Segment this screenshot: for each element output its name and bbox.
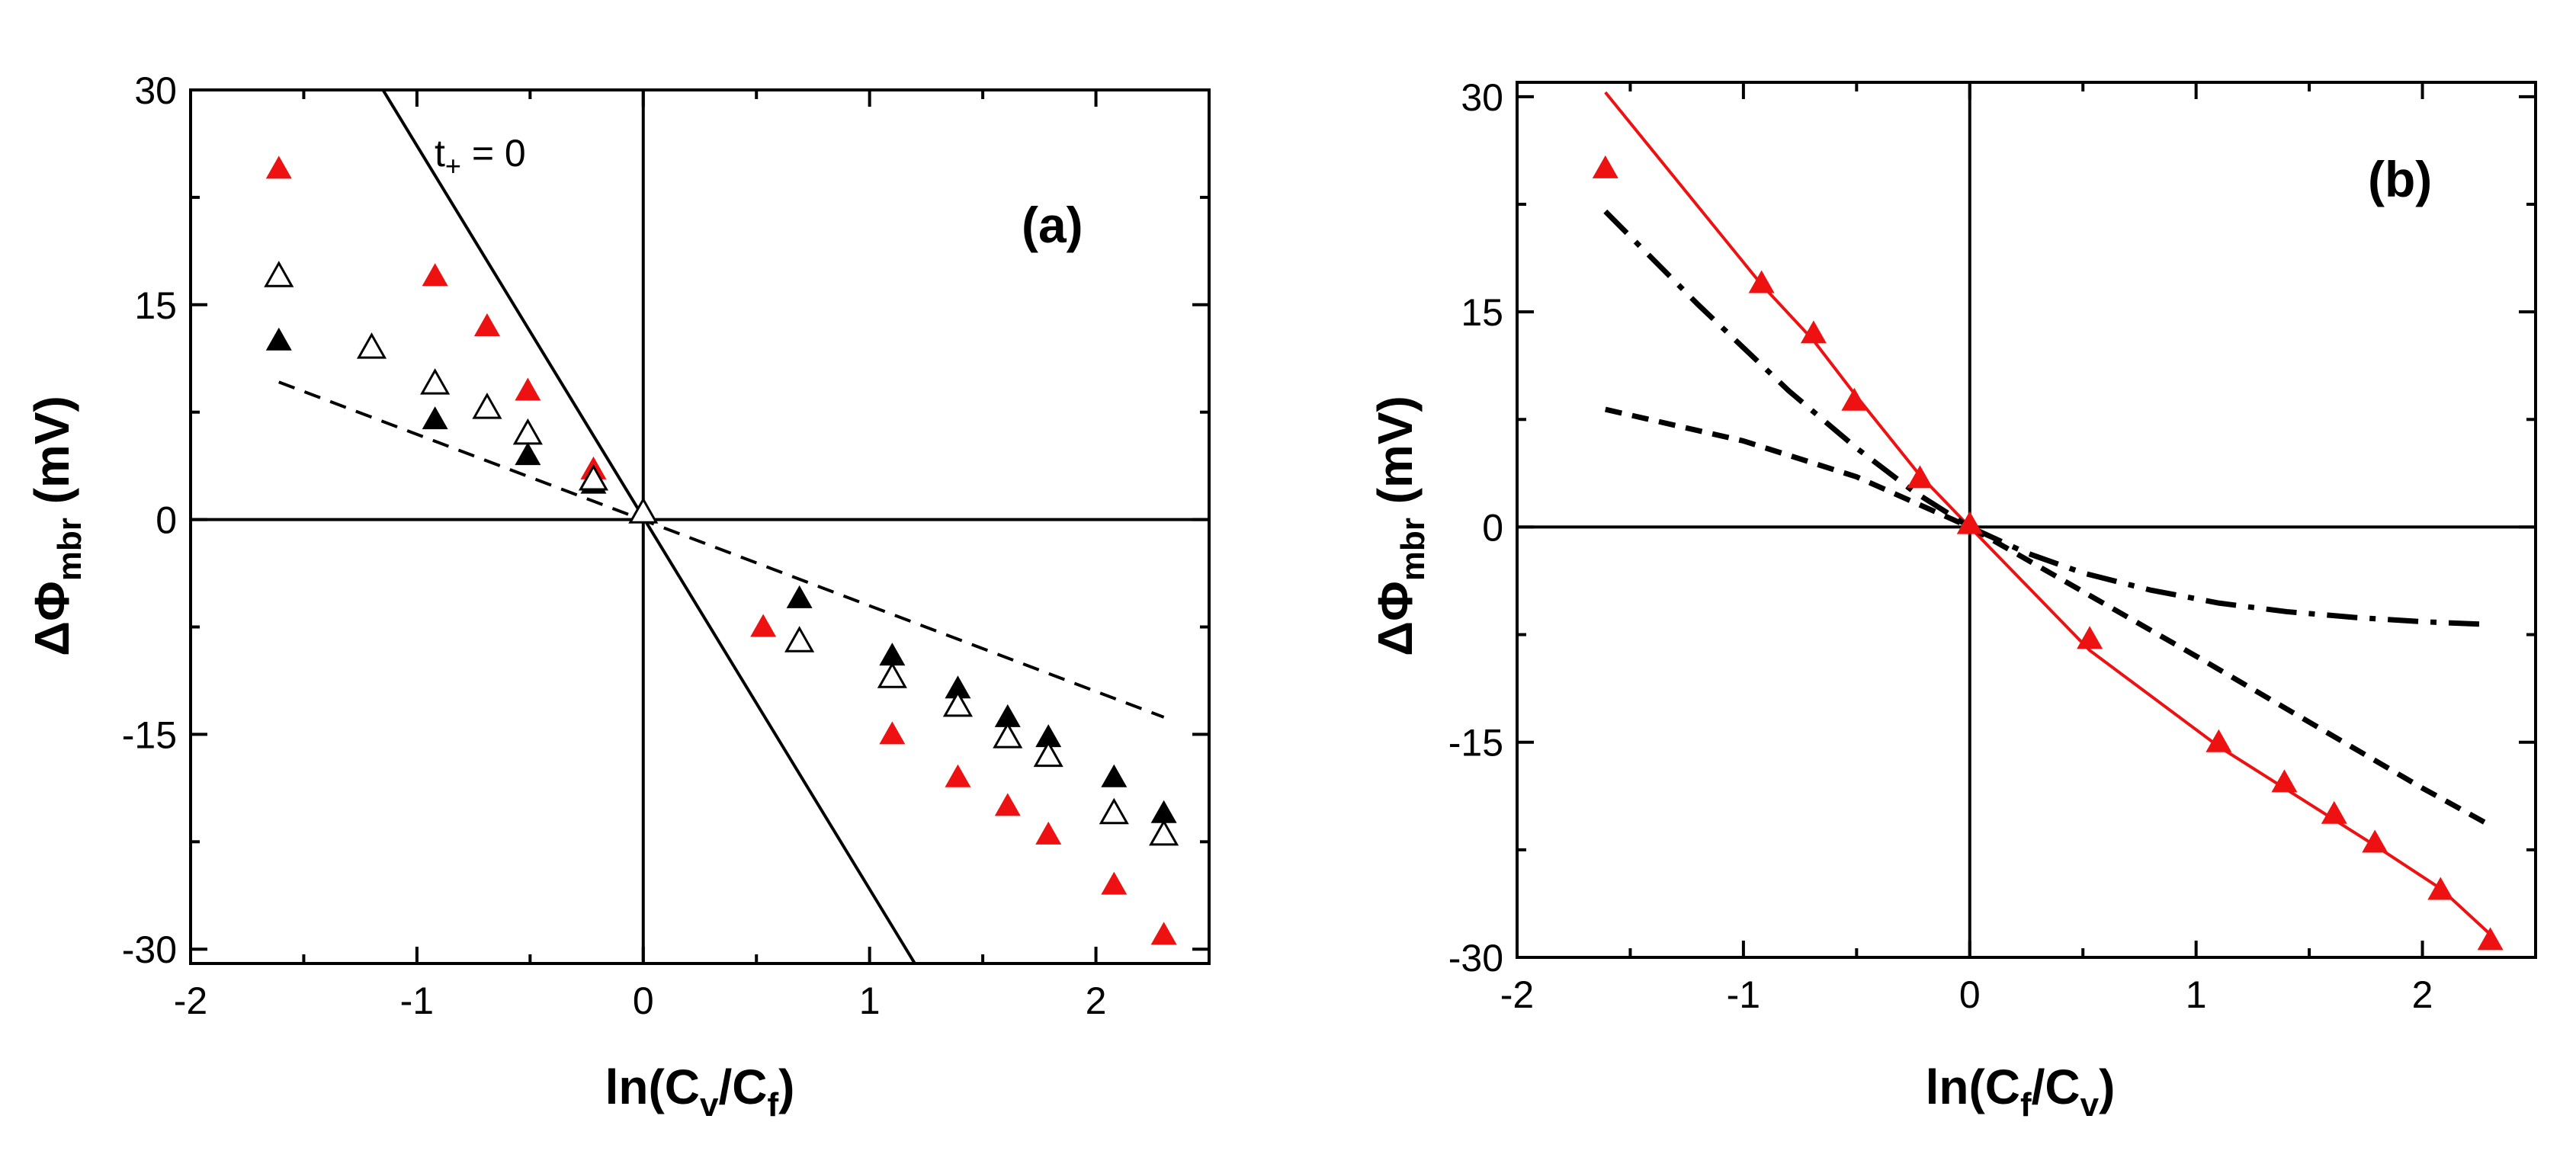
panel-a-x-tick-label: -1 bbox=[400, 979, 434, 1022]
panel-b-filled-triangle-point bbox=[1956, 511, 1983, 534]
panel-a-reference-line-dashed bbox=[278, 380, 1165, 719]
panel-a-open-triangle-point bbox=[942, 690, 974, 717]
panel-a-filled-triangle-point bbox=[786, 585, 813, 608]
panel-b-filled-triangle-point bbox=[2427, 877, 2454, 900]
panel-b-x-title: ln(Cf/Cv) bbox=[1926, 1060, 2116, 1124]
panel-b-filled-triangle-point bbox=[1800, 320, 1827, 344]
panel-a-open-triangle-point bbox=[1099, 797, 1129, 825]
panel-a-x-tick-label: 2 bbox=[1086, 979, 1107, 1022]
panel-a-filled-triangle-point bbox=[265, 155, 292, 179]
panel-b-filled-triangle-point bbox=[2477, 927, 2504, 951]
panel-a-open-triangle-point bbox=[1149, 819, 1179, 846]
panel-a-filled-triangle-point bbox=[1101, 764, 1128, 787]
panel-a-open-triangle-point bbox=[578, 463, 609, 491]
panel-a-filled-triangle-point bbox=[945, 675, 971, 699]
panel-b-frame bbox=[1516, 81, 2537, 959]
panel-a-filled-triangle-point bbox=[265, 327, 292, 351]
panel-a-filled-triangle-point bbox=[515, 442, 541, 466]
panel-a-label: (a) bbox=[1022, 197, 1083, 253]
panel-a-y-tick-label: -15 bbox=[122, 713, 177, 756]
panel-a-frame bbox=[189, 88, 1211, 965]
panel-a-open-triangle-point bbox=[877, 662, 907, 688]
panel-b-filled-triangle-point bbox=[2321, 800, 2347, 824]
panel-a-filled-triangle-point bbox=[994, 704, 1021, 727]
panel-b-y-title: ΔΦmbr (mV) bbox=[1368, 396, 1432, 656]
panel-a-filled-triangle-point bbox=[1101, 871, 1128, 895]
panel-a-filled-triangle-point bbox=[1150, 800, 1177, 823]
panel-a-open-triangle-point bbox=[1033, 740, 1063, 768]
panel-a-open-triangle-point bbox=[993, 722, 1023, 749]
panel-a-open-triangle-point bbox=[512, 418, 543, 445]
panel-a-y-tick-label: -30 bbox=[122, 928, 177, 971]
panel-b-filled-triangle-point bbox=[2077, 626, 2103, 649]
panel-b-label: (b) bbox=[2368, 151, 2432, 207]
panel-a-open-triangle-point bbox=[420, 368, 451, 395]
panel-a-filled-triangle-point bbox=[945, 764, 971, 787]
panel-b-dashed-series-line bbox=[1605, 406, 2492, 828]
panel-b-x-tick-label: 2 bbox=[2412, 973, 2433, 1016]
panel-a-x-tick-label: -2 bbox=[174, 979, 207, 1022]
panel-a-open-triangle-point bbox=[264, 261, 294, 287]
panel-b-filled-triangle-point bbox=[2362, 829, 2388, 853]
panel-a-x-tick-label: 1 bbox=[859, 979, 881, 1022]
panel-b-filled-triangle-point bbox=[1748, 270, 1775, 293]
panel-b-y-tick-label: 30 bbox=[1461, 76, 1503, 119]
panel-a-filled-triangle-point bbox=[1035, 821, 1062, 845]
panel-a-annotation: t+ = 0 bbox=[435, 132, 526, 181]
panel-a-open-triangle-point bbox=[628, 497, 659, 524]
panel-b-x-tick-label: 0 bbox=[1959, 973, 1981, 1016]
panel-a-filled-triangle-point bbox=[473, 313, 500, 336]
panel-b-x-tick-label: -2 bbox=[1500, 973, 1534, 1016]
panel-b-dashdot-series-line bbox=[1603, 209, 2491, 627]
panel-b-filled-triangle-point bbox=[1841, 387, 1868, 411]
panel-b-filled-triangle-point bbox=[1907, 465, 1933, 489]
panel-a-x-title: ln(Cv/Cf) bbox=[605, 1060, 795, 1124]
panel-a-y-tick-label: 30 bbox=[134, 69, 177, 112]
panel-a-filled-triangle-point bbox=[994, 793, 1021, 816]
panel-a-y-tick-label: 0 bbox=[156, 499, 177, 542]
panel-a-filled-triangle-point bbox=[879, 721, 906, 745]
panel-a-filled-triangle-point bbox=[1150, 922, 1177, 945]
panel-a-filled-triangle-point bbox=[1035, 724, 1062, 748]
panel-a-x-tick-label: 0 bbox=[633, 979, 654, 1022]
panel-b-y-tick-label: -30 bbox=[1448, 937, 1503, 979]
panel-a-filled-triangle-point bbox=[879, 643, 906, 666]
panel-a-filled-triangle-point bbox=[515, 377, 541, 401]
panel-b-y-tick-label: -15 bbox=[1448, 722, 1503, 765]
panel-b-x-tick-label: -1 bbox=[1727, 973, 1760, 1016]
panel-a-open-triangle-point bbox=[784, 626, 815, 652]
panel-b-filled-triangle-point bbox=[2271, 769, 2298, 793]
panel-a-filled-triangle-point bbox=[422, 263, 448, 287]
panel-a-open-triangle-point bbox=[356, 332, 387, 359]
panel-b-solid-series-line bbox=[1604, 91, 2491, 936]
panel-b-filled-triangle-point bbox=[2205, 729, 2232, 752]
panel-b-filled-triangle-point bbox=[1592, 155, 1618, 178]
panel-a-y-title: ΔΦmbr (mV) bbox=[24, 396, 88, 656]
panel-a-filled-triangle-point bbox=[422, 406, 448, 430]
panel-a-reference-line-solid bbox=[381, 90, 916, 963]
panel-a-open-triangle-point bbox=[472, 393, 502, 419]
panel-b-x-tick-label: 1 bbox=[2186, 973, 2207, 1016]
panel-b: -2 -1 0 1 2 30 15 0 -15 -30 (b) ln(Cf/Cv) ΔΦmbr (… bbox=[1368, 76, 2537, 1124]
panel-b-y-tick-label: 15 bbox=[1461, 291, 1503, 334]
panel-a-y-tick-label: 15 bbox=[134, 284, 177, 327]
panel-b-y-tick-label: 0 bbox=[1482, 506, 1503, 549]
panel-a-filled-triangle-point bbox=[750, 614, 777, 637]
